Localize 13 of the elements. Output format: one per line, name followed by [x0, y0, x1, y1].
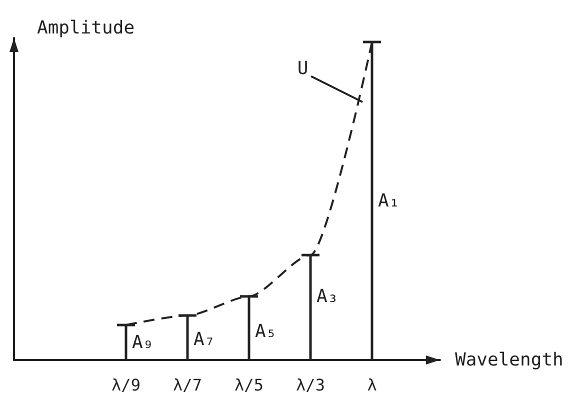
- annotation: A₁: [378, 190, 400, 212]
- x-axis-title: Wavelength: [455, 350, 564, 370]
- x-tick-label: λ/3: [296, 376, 325, 394]
- x-tick-label: λ/7: [173, 376, 202, 394]
- annotation: A₇: [194, 328, 216, 350]
- x-tick-label: λ/9: [112, 376, 140, 394]
- text: U: [297, 58, 308, 80]
- y-axis-title: Amplitude: [37, 18, 135, 38]
- annotation: A₅: [255, 320, 277, 342]
- annotation: A₉: [132, 332, 154, 354]
- annotation: A₃: [316, 286, 338, 307]
- x-tick-label: λ: [367, 376, 378, 394]
- x-tick-label: λ/5: [234, 376, 264, 394]
